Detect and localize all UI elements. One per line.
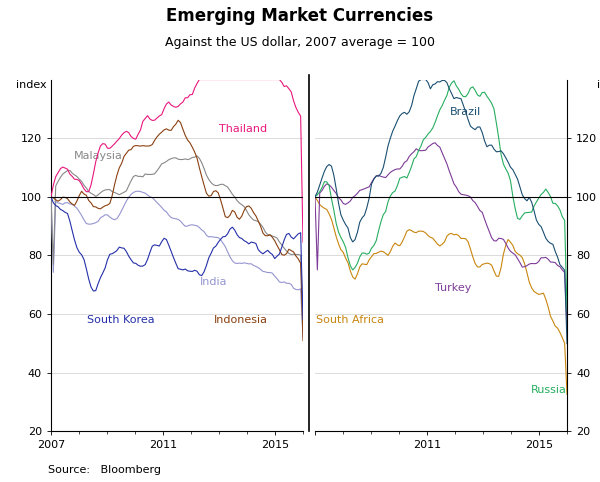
Text: Brazil: Brazil: [449, 107, 481, 117]
Text: index: index: [16, 80, 46, 90]
Text: South Korea: South Korea: [88, 315, 155, 325]
Text: South Africa: South Africa: [316, 315, 385, 325]
Text: Thailand: Thailand: [219, 124, 267, 134]
Text: Against the US dollar, 2007 average = 100: Against the US dollar, 2007 average = 10…: [165, 36, 435, 49]
Text: index: index: [597, 80, 600, 90]
Text: Malaysia: Malaysia: [73, 151, 122, 161]
Text: Emerging Market Currencies: Emerging Market Currencies: [166, 7, 434, 25]
Text: Turkey: Turkey: [436, 282, 472, 293]
Text: Russia: Russia: [530, 385, 566, 395]
Text: Indonesia: Indonesia: [214, 315, 268, 325]
Text: India: India: [199, 277, 227, 287]
Text: Source:   Bloomberg: Source: Bloomberg: [48, 465, 161, 475]
